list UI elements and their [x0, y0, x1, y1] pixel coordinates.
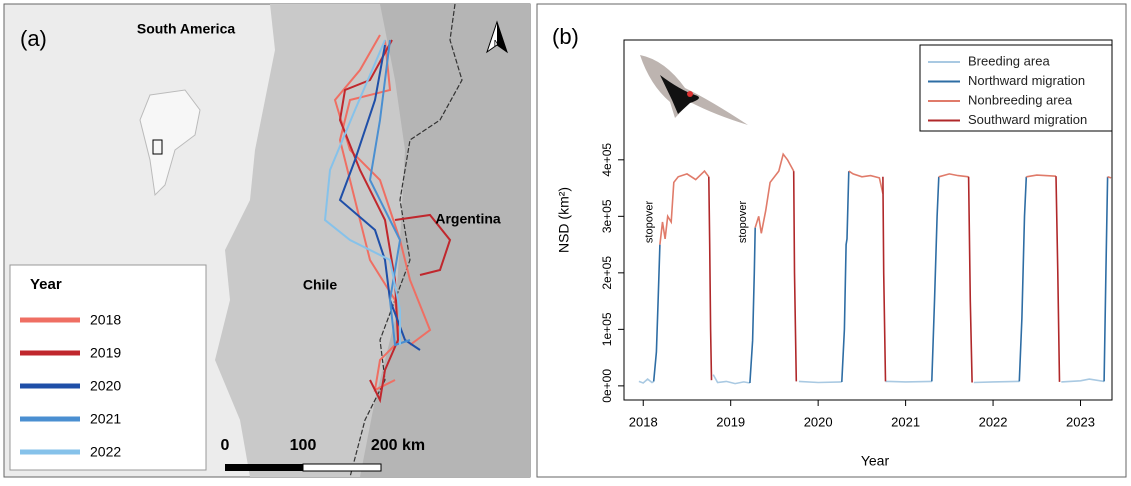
x-tick-label: 2018: [629, 414, 658, 429]
x-tick-label: 2020: [804, 414, 833, 429]
map-legend: [10, 265, 206, 470]
north-label: N: [494, 38, 501, 48]
y-tick-label: 0e+00: [600, 369, 614, 403]
legend-label: Northward migration: [968, 73, 1085, 88]
annotation: stopover: [737, 201, 749, 244]
scale-bar: [303, 464, 381, 471]
annotation: stopover: [643, 201, 655, 244]
legend-label: 2020: [90, 378, 121, 394]
panel-label: (a): [20, 26, 47, 51]
x-tick-label: 2023: [1066, 414, 1095, 429]
scale-label: 100: [290, 437, 317, 454]
x-tick-label: 2021: [891, 414, 920, 429]
y-axis-label: NSD (km²): [556, 187, 572, 253]
x-tick-label: 2022: [979, 414, 1008, 429]
y-tick-label: 1e+05: [600, 312, 614, 346]
figure: (a) South America Argentina Chile N Year…: [0, 0, 1131, 481]
scale-bar: [225, 464, 303, 471]
page: { "map": { "panel_label": "(a)", "labels…: [0, 0, 1131, 481]
legend-label: 2022: [90, 444, 121, 460]
panel-label: (b): [552, 24, 579, 49]
legend-label: 2018: [90, 312, 121, 328]
x-tick-label: 2019: [716, 414, 745, 429]
y-tick-label: 3e+05: [600, 199, 614, 233]
legend-title: Year: [30, 276, 62, 293]
map-panel: (a) South America Argentina Chile N Year…: [4, 4, 530, 477]
legend-label: Breeding area: [968, 53, 1050, 68]
legend-label: 2021: [90, 411, 121, 427]
region-label: South America: [137, 21, 235, 37]
y-tick-label: 4e+05: [600, 143, 614, 177]
scale-label: 0: [221, 437, 230, 454]
x-axis-label: Year: [861, 453, 890, 469]
legend-label: Southward migration: [968, 112, 1087, 127]
scale-label: 200 km: [371, 437, 425, 454]
region-label: Argentina: [435, 211, 501, 227]
legend-label: 2019: [90, 345, 121, 361]
region-label: Chile: [303, 277, 337, 293]
bird-head: [687, 91, 693, 97]
legend-label: Nonbreeding area: [968, 92, 1073, 107]
y-tick-label: 2e+05: [600, 256, 614, 290]
